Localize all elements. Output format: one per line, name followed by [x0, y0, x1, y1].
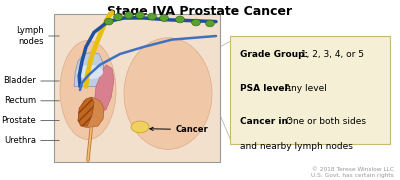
Ellipse shape [136, 12, 144, 19]
Text: PSA level:: PSA level: [240, 84, 291, 93]
Ellipse shape [77, 65, 103, 79]
Text: Grade Group:: Grade Group: [240, 50, 308, 59]
Text: © 2018 Terese Winslow LLC
U.S. Govt. has certain rights: © 2018 Terese Winslow LLC U.S. Govt. has… [311, 167, 394, 178]
FancyBboxPatch shape [230, 36, 390, 144]
Ellipse shape [131, 121, 149, 133]
Ellipse shape [124, 38, 212, 149]
Ellipse shape [124, 12, 133, 19]
Text: Lymph
nodes: Lymph nodes [16, 26, 44, 46]
Text: Urethra: Urethra [4, 136, 36, 145]
Ellipse shape [114, 14, 122, 21]
Polygon shape [78, 97, 104, 128]
Text: Prostate: Prostate [1, 116, 36, 125]
Ellipse shape [206, 20, 214, 27]
Text: Cancer in:: Cancer in: [240, 117, 292, 126]
Ellipse shape [176, 16, 184, 23]
Text: Rectum: Rectum [4, 96, 36, 105]
Text: Stage IVA Prostate Cancer: Stage IVA Prostate Cancer [108, 5, 292, 18]
Text: Any level: Any level [282, 84, 327, 93]
Text: Cancer: Cancer [150, 125, 209, 134]
Text: and nearby lymph nodes: and nearby lymph nodes [240, 142, 353, 151]
Ellipse shape [104, 18, 113, 25]
FancyBboxPatch shape [54, 14, 220, 162]
Text: One or both sides: One or both sides [283, 117, 366, 126]
Ellipse shape [60, 40, 116, 140]
Ellipse shape [160, 15, 168, 21]
Ellipse shape [148, 13, 156, 20]
Polygon shape [74, 52, 104, 86]
Ellipse shape [192, 19, 200, 26]
Text: Bladder: Bladder [3, 76, 36, 86]
Polygon shape [94, 65, 114, 112]
Text: 1, 2, 3, 4, or 5: 1, 2, 3, 4, or 5 [298, 50, 364, 59]
Polygon shape [78, 97, 94, 126]
